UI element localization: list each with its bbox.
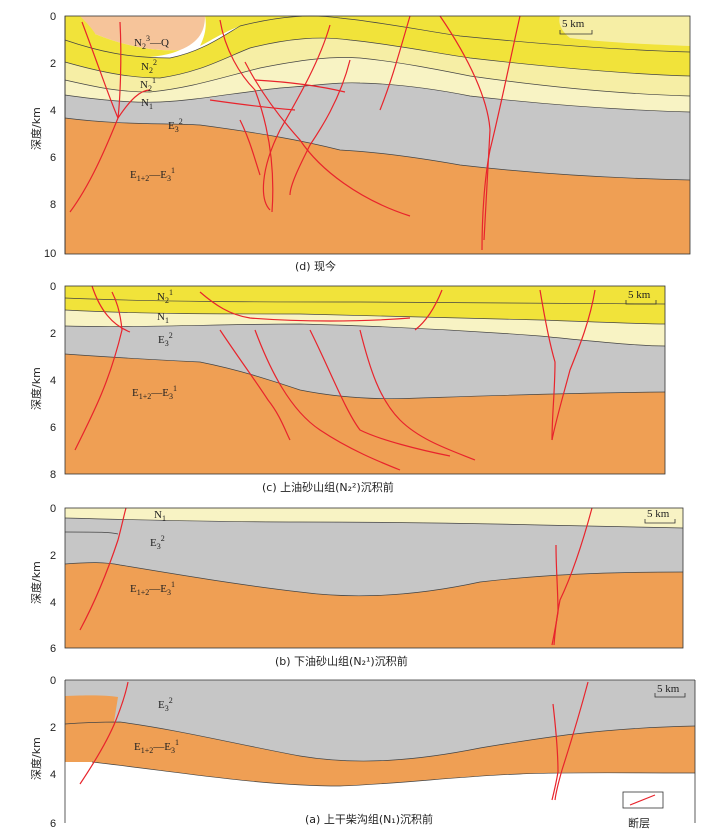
layer-e12-c [65,354,665,474]
tick-d-4: 8 [50,199,56,211]
label-e12-c: E1+2—E31 [132,384,177,401]
layer-q-d [80,16,205,51]
tick-d-3: 6 [50,152,56,164]
label-e12-a: E1+2—E31 [134,738,179,755]
layer-n22-top-d [65,16,180,58]
layer-e32-a [65,680,695,762]
legend: 断层 [622,791,664,830]
layer-n1-b [65,508,683,528]
tick-d-5: 10 [44,248,56,260]
tick-c-1: 2 [50,328,56,340]
tick-b-1: 2 [50,550,56,562]
y-axis-a: 0 2 4 6 深度/km [29,675,56,830]
svg-text:5 km: 5 km [647,508,670,520]
scale-bar-b: 5 km [644,508,676,524]
tick-d-0: 0 [50,11,56,23]
label-n21-c: N21 [157,288,173,305]
layer-e32-c [65,324,665,399]
layer-n22-d [65,16,690,78]
scale-bar-d: 5 km [559,18,593,35]
faults-c [74,285,596,471]
label-e12-b: E1+2—E31 [130,580,175,597]
tick-a-1: 2 [50,722,56,734]
svg-text:5 km: 5 km [628,289,651,301]
svg-text:5 km: 5 km [562,18,585,30]
tick-c-2: 4 [50,375,56,387]
tick-b-3: 6 [50,643,56,655]
tick-b-2: 4 [50,597,56,609]
layer-n21-c [65,286,665,324]
layer-n21-top-d [559,16,690,46]
layer-n1-c [65,310,665,346]
tick-d-1: 2 [50,58,56,70]
tick-b-0: 0 [50,503,56,515]
label-e32-a: E32 [158,696,173,713]
y-axis-b: 0 2 4 6 深度/km [29,503,56,655]
panel-d: 0 2 4 6 8 10 深度/km 5 km N23—Q N22 N21 N1… [29,11,691,273]
y-label-d: 深度/km [29,107,43,150]
layer-e12-a-top [65,762,695,823]
tick-d-2: 4 [50,105,56,117]
label-e32-d: E32 [168,117,183,134]
faults-d [69,15,521,251]
tick-c-0: 0 [50,281,56,293]
label-e32-c: E32 [158,331,173,348]
layer-e32-a-left [65,695,118,724]
y-label-b: 深度/km [29,561,43,604]
faults-a [79,681,589,801]
caption-c: (c) 上油砂山组(N₂²)沉积前 [262,480,394,494]
tick-a-2: 4 [50,769,56,781]
faults-b [79,507,593,646]
y-axis-d: 0 2 4 6 8 10 深度/km [29,11,66,260]
scale-bar-c: 5 km [625,289,657,305]
tick-c-3: 6 [50,422,56,434]
label-e12-d: E1+2—E31 [130,166,175,183]
y-axis-c: 0 2 4 6 8 深度/km [29,281,56,481]
tick-c-4: 8 [50,469,56,481]
panel-b: 0 2 4 6 深度/km 5 km N1 E32 E1+2—E31 (b) 下… [29,503,684,668]
tick-a-0: 0 [50,675,56,687]
caption-a: (a) 上干柴沟组(N₁)沉积前 [305,812,433,826]
layer-e12-b [65,562,683,648]
layer-e12-d [65,118,690,254]
svg-text:5 km: 5 km [657,683,680,695]
label-e32-b: E32 [150,534,165,551]
layer-e12-a [65,722,695,823]
layer-e32-d [65,82,690,180]
label-q-d: N23—Q [134,34,169,51]
label-n22-d: N22 [141,58,157,75]
caption-d: (d) 现今 [295,259,336,273]
layer-e32-b [65,518,683,596]
y-label-c: 深度/km [29,367,43,410]
tick-a-3: 6 [50,818,56,830]
panel-a: 0 2 4 6 深度/km 5 km E32 E1+2—E31 (a) 上干柴沟… [29,675,696,830]
legend-label: 断层 [628,816,650,830]
label-n1-d: N1 [141,97,153,111]
fault-legend-icon [629,794,656,806]
label-n1-b: N1 [154,509,166,523]
layer-n1-d [65,57,690,112]
label-n1-c: N1 [157,311,169,325]
panel-c: 0 2 4 6 8 深度/km 5 km N21 N1 E32 E1+2—E31… [29,281,666,494]
caption-b: (b) 下油砂山组(N₂¹)沉积前 [275,654,408,668]
scale-bar-a: 5 km [654,683,686,698]
y-label-a: 深度/km [29,737,43,780]
label-n21-d: N21 [140,76,156,93]
layer-n21-d [65,38,690,96]
